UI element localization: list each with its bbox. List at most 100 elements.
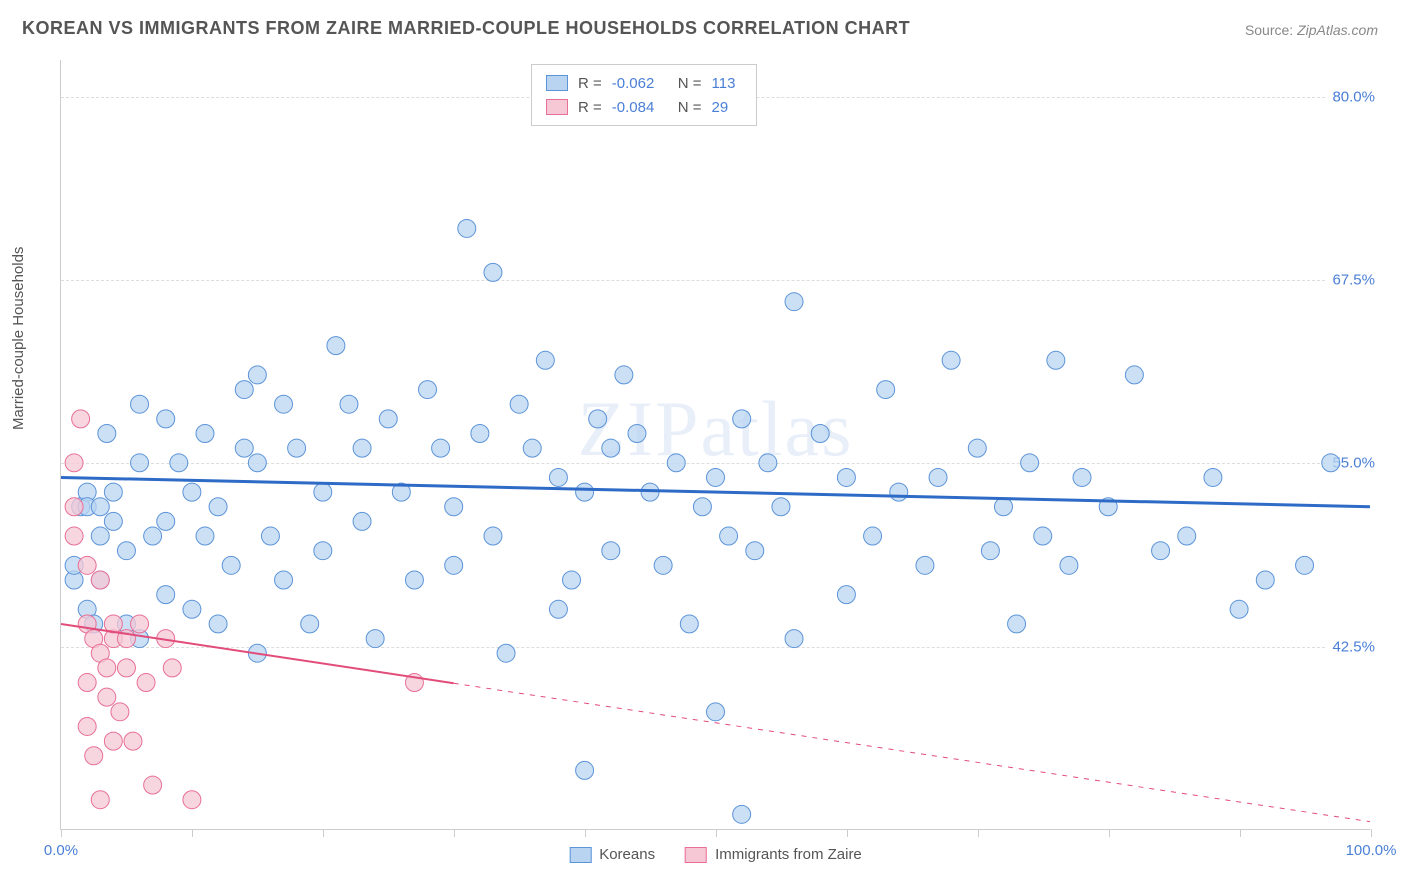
data-point-zaire <box>137 674 155 692</box>
data-point-zaire <box>91 791 109 809</box>
r-value-koreans: -0.062 <box>612 75 668 92</box>
legend-item-zaire: Immigrants from Zaire <box>685 846 862 863</box>
data-point-koreans <box>680 615 698 633</box>
data-point-koreans <box>131 454 149 472</box>
data-point-koreans <box>419 381 437 399</box>
series-legend: Koreans Immigrants from Zaire <box>569 846 862 863</box>
correlation-legend: R = -0.062 N = 113 R = -0.084 N = 29 <box>531 64 757 126</box>
data-point-koreans <box>183 600 201 618</box>
data-point-koreans <box>235 439 253 457</box>
data-point-koreans <box>248 366 266 384</box>
data-point-koreans <box>196 527 214 545</box>
chart-container: KOREAN VS IMMIGRANTS FROM ZAIRE MARRIED-… <box>0 0 1406 892</box>
data-point-koreans <box>157 512 175 530</box>
data-point-koreans <box>693 498 711 516</box>
data-point-zaire <box>65 454 83 472</box>
data-point-koreans <box>104 483 122 501</box>
data-point-koreans <box>196 425 214 443</box>
data-point-koreans <box>707 703 725 721</box>
data-point-zaire <box>117 659 135 677</box>
source-prefix: Source: <box>1245 22 1297 38</box>
data-point-koreans <box>445 556 463 574</box>
data-point-koreans <box>314 483 332 501</box>
data-point-koreans <box>837 468 855 486</box>
data-point-koreans <box>772 498 790 516</box>
data-point-koreans <box>549 600 567 618</box>
data-point-zaire <box>78 717 96 735</box>
data-point-koreans <box>720 527 738 545</box>
data-point-koreans <box>261 527 279 545</box>
swatch-koreans <box>569 847 591 863</box>
data-point-zaire <box>78 556 96 574</box>
data-point-koreans <box>458 219 476 237</box>
data-point-koreans <box>615 366 633 384</box>
legend-row-zaire: R = -0.084 N = 29 <box>546 95 742 119</box>
data-point-koreans <box>209 498 227 516</box>
data-point-zaire <box>98 688 116 706</box>
data-point-koreans <box>589 410 607 428</box>
data-point-koreans <box>484 263 502 281</box>
plot-area: R = -0.062 N = 113 R = -0.084 N = 29 ZIP… <box>60 60 1370 830</box>
data-point-koreans <box>994 498 1012 516</box>
data-point-koreans <box>1204 468 1222 486</box>
data-point-koreans <box>275 395 293 413</box>
swatch-zaire <box>685 847 707 863</box>
data-point-koreans <box>707 468 725 486</box>
source-link[interactable]: ZipAtlas.com <box>1297 22 1378 38</box>
r-label: R = <box>578 99 602 116</box>
source-attribution: Source: ZipAtlas.com <box>1245 22 1378 38</box>
data-point-koreans <box>576 761 594 779</box>
data-point-koreans <box>1047 351 1065 369</box>
data-point-koreans <box>1060 556 1078 574</box>
data-point-koreans <box>340 395 358 413</box>
data-point-koreans <box>510 395 528 413</box>
data-point-koreans <box>91 498 109 516</box>
data-point-koreans <box>1073 468 1091 486</box>
data-point-koreans <box>379 410 397 428</box>
data-point-koreans <box>353 439 371 457</box>
x-tick-label: 100.0% <box>1346 842 1397 859</box>
data-point-koreans <box>170 454 188 472</box>
data-point-koreans <box>471 425 489 443</box>
trend-line-dashed-zaire <box>454 683 1370 821</box>
data-point-koreans <box>117 542 135 560</box>
data-point-zaire <box>85 747 103 765</box>
data-point-koreans <box>248 454 266 472</box>
data-point-koreans <box>942 351 960 369</box>
data-point-koreans <box>654 556 672 574</box>
data-point-koreans <box>405 571 423 589</box>
data-point-koreans <box>235 381 253 399</box>
data-point-zaire <box>131 615 149 633</box>
data-point-koreans <box>314 542 332 560</box>
data-point-koreans <box>837 586 855 604</box>
data-point-koreans <box>445 498 463 516</box>
data-point-koreans <box>759 454 777 472</box>
data-point-koreans <box>733 410 751 428</box>
data-point-zaire <box>65 527 83 545</box>
data-point-koreans <box>628 425 646 443</box>
legend-label-koreans: Koreans <box>599 846 655 863</box>
data-point-koreans <box>144 527 162 545</box>
data-point-zaire <box>78 674 96 692</box>
data-point-zaire <box>65 498 83 516</box>
data-point-koreans <box>785 293 803 311</box>
data-point-koreans <box>432 439 450 457</box>
data-point-koreans <box>667 454 685 472</box>
data-point-zaire <box>163 659 181 677</box>
data-point-koreans <box>785 630 803 648</box>
data-point-koreans <box>1256 571 1274 589</box>
data-point-koreans <box>733 805 751 823</box>
data-point-koreans <box>301 615 319 633</box>
data-point-koreans <box>275 571 293 589</box>
data-point-zaire <box>183 791 201 809</box>
r-value-zaire: -0.084 <box>612 99 668 116</box>
data-point-koreans <box>563 571 581 589</box>
data-point-koreans <box>916 556 934 574</box>
data-point-koreans <box>497 644 515 662</box>
data-point-koreans <box>1152 542 1170 560</box>
data-point-koreans <box>98 425 116 443</box>
data-point-koreans <box>1322 454 1340 472</box>
y-axis-label: Married-couple Households <box>10 247 27 430</box>
data-point-koreans <box>484 527 502 545</box>
data-point-koreans <box>549 468 567 486</box>
